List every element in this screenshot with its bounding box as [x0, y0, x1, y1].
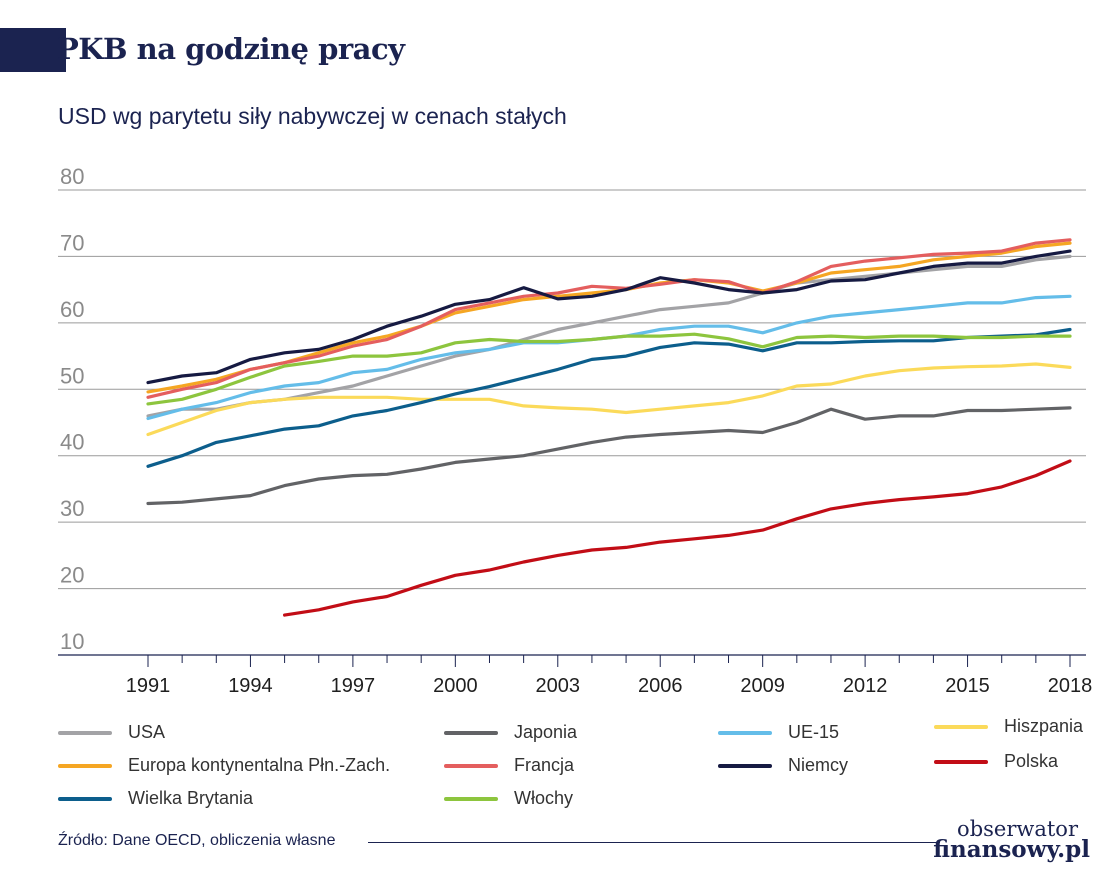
title-accent-bar: [0, 28, 66, 72]
x-tick-2015: 2015: [945, 675, 990, 697]
x-tick-1991: 1991: [126, 675, 171, 697]
x-tick-2009: 2009: [740, 675, 785, 697]
footer-divider: [368, 842, 940, 843]
y-tick-60: 60: [60, 297, 84, 322]
x-tick-2018: 2018: [1048, 675, 1093, 697]
y-tick-80: 80: [60, 164, 84, 189]
series-line-polska: [283, 459, 1072, 617]
x-tick-2003: 2003: [536, 675, 581, 697]
logo-line-1: obserwator: [957, 817, 1078, 841]
series-line-francja: [146, 238, 1072, 399]
y-tick-10: 10: [60, 629, 84, 654]
series-line-niemcy: [146, 249, 1072, 385]
source-note: Źródło: Dane OECD, obliczenia własne: [58, 832, 336, 849]
series-lines: [146, 238, 1072, 617]
y-tick-50: 50: [60, 363, 84, 388]
series-line-japonia: [146, 406, 1072, 506]
x-tick-1997: 1997: [331, 675, 376, 697]
x-tick-2012: 2012: [843, 675, 888, 697]
series-line-w-ochy: [146, 332, 1072, 406]
y-tick-30: 30: [60, 496, 84, 521]
x-tick-1994: 1994: [228, 675, 273, 697]
y-axis: 10 20 30 40 50 60 70 80: [60, 164, 84, 654]
series-line-wielka-brytania: [146, 327, 1072, 468]
x-tick-2000: 2000: [433, 675, 478, 697]
series-line-usa: [146, 254, 1072, 418]
x-tick-2006: 2006: [638, 675, 683, 697]
x-axis: 1991 1994 1997 2000 2003 2006 2009 2012 2015 2018: [58, 654, 1093, 697]
chart-subtitle: USD wg parytetu siły nabywczej w cenach …: [58, 103, 567, 129]
y-tick-70: 70: [60, 230, 84, 255]
brand-logo: obserwator finansowy.pl: [933, 817, 1102, 868]
page-title: PKB na godzinę pracy: [57, 32, 405, 66]
series-line-europa-kontynentalna-p-n-zach-: [146, 241, 1072, 394]
y-tick-40: 40: [60, 430, 84, 455]
y-tick-20: 20: [60, 563, 84, 588]
series-line-hiszpania: [146, 362, 1072, 437]
logo-line-2: finansowy.pl: [933, 836, 1090, 863]
